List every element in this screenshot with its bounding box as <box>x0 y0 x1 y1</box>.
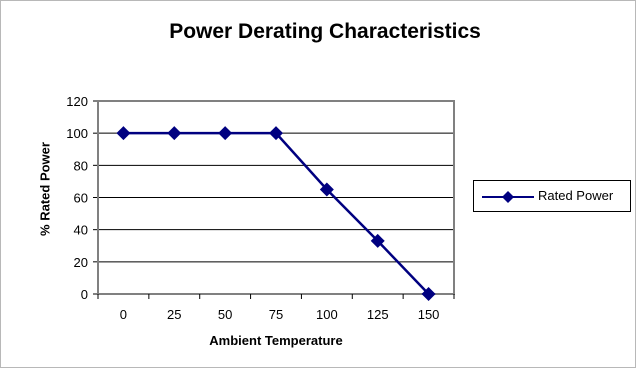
legend-swatch <box>482 191 534 203</box>
x-tick-label: 75 <box>269 307 283 322</box>
y-tick-label: 40 <box>74 223 88 238</box>
data-point <box>269 126 283 141</box>
x-tick-label: 150 <box>418 307 440 322</box>
x-tick-label: 100 <box>316 307 338 322</box>
x-tick-label: 50 <box>218 307 232 322</box>
data-point <box>218 126 233 141</box>
legend: Rated Power <box>473 180 631 212</box>
y-tick-label: 100 <box>66 126 88 141</box>
y-tick-label: 120 <box>66 94 88 109</box>
plot-border <box>97 100 455 295</box>
x-axis-label: Ambient Temperature <box>209 333 343 348</box>
y-tick-label: 80 <box>74 158 88 173</box>
y-tick-label: 20 <box>74 255 88 270</box>
data-point <box>319 182 334 197</box>
data-point <box>167 126 182 141</box>
x-tick-label: 0 <box>120 307 127 322</box>
chart-title: Power Derating Characteristics <box>169 20 481 43</box>
x-tick-label: 125 <box>367 307 389 322</box>
y-tick-label: 0 <box>81 287 88 302</box>
data-point <box>116 126 131 141</box>
data-point <box>370 233 385 248</box>
y-tick-label: 60 <box>74 191 88 206</box>
x-tick-label: 25 <box>167 307 181 322</box>
data-point <box>421 287 436 301</box>
legend-label: Rated Power <box>538 188 614 203</box>
